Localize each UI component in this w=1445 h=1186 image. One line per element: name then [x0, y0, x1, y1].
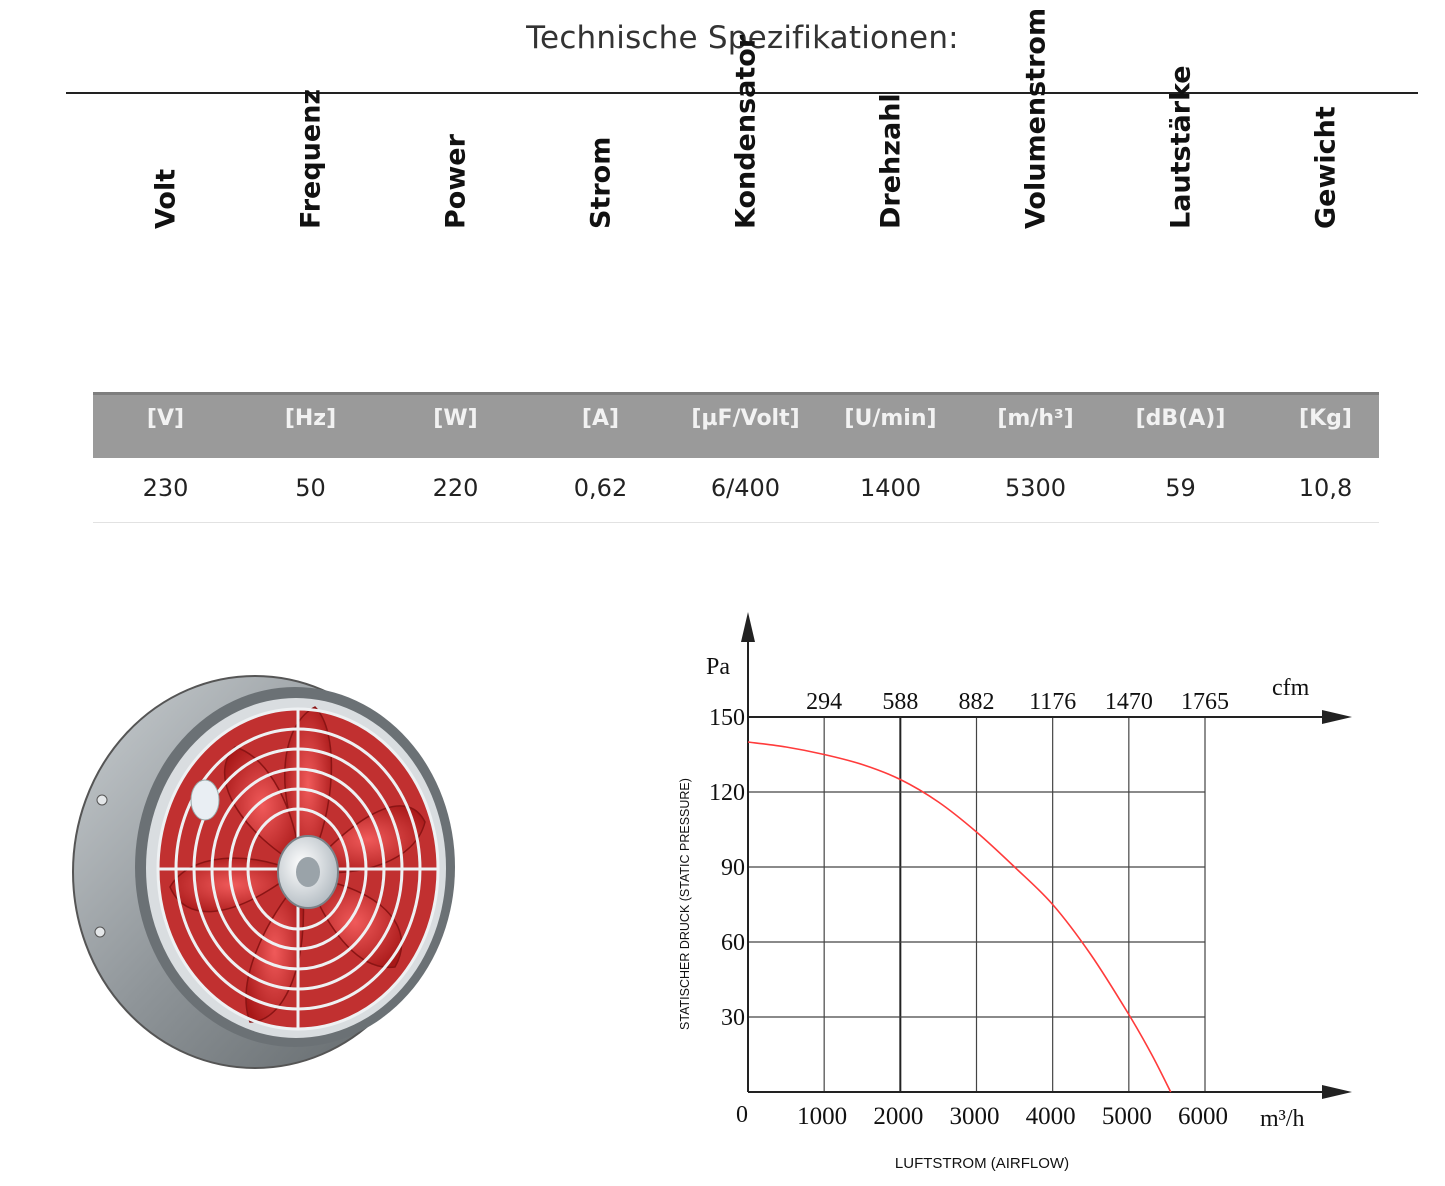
- y-axis-title: STATISCHER DRUCK (STATIC PRESSURE): [678, 778, 692, 1030]
- unit-cell: [W]: [433, 406, 478, 431]
- col-header-lautstaerke: Lautstärke: [1108, 0, 1253, 260]
- col-header-volumenstrom: Volumenstrom: [963, 0, 1108, 260]
- col-header-label: Frequenz: [295, 88, 326, 229]
- page-title: Technische Spezifikationen:: [526, 20, 959, 56]
- x-secondary-tick-label: 1176: [1029, 689, 1076, 715]
- value-cell: 59: [1165, 474, 1196, 502]
- fan-product-image: [72, 675, 455, 1069]
- col-header-label: Volt: [150, 168, 181, 229]
- unit-cell: [V]: [146, 406, 185, 431]
- col-header-label: Lautstärke: [1165, 65, 1196, 229]
- value-cell: 6/400: [710, 474, 781, 502]
- x-secondary-tick-label: 882: [959, 689, 995, 715]
- y-tick-label: 90: [721, 855, 745, 881]
- col-header-label: Drehzahl: [875, 93, 906, 229]
- y-unit-label: Pa: [706, 654, 730, 680]
- series-line: [747, 741, 1172, 1093]
- value-cell: 50: [295, 474, 326, 502]
- unit-cell: [Kg]: [1299, 406, 1352, 431]
- col-header-label: Kondensator: [730, 34, 761, 229]
- unit-cell: [dB(A)]: [1135, 406, 1226, 431]
- origin-label: 0: [736, 1102, 748, 1128]
- value-cell: 0,62: [573, 474, 628, 502]
- x-secondary-unit-label: cfm: [1272, 675, 1310, 701]
- unit-cell: [µF/Volt]: [691, 406, 800, 431]
- x-axis-arrow: [1322, 1085, 1352, 1099]
- col-header-frequenz: Frequenz: [238, 0, 383, 260]
- x-unit-label: m³/h: [1260, 1106, 1305, 1132]
- unit-row-border: [93, 392, 1379, 395]
- chart-grid: [748, 716, 1206, 1092]
- x-tick-label: 3000: [950, 1103, 1000, 1130]
- airflow-pressure-chart: 1000294200058830008824000117650001470600…: [678, 612, 1352, 1172]
- y-tick-label: 150: [709, 705, 745, 731]
- col-header-volt: Volt: [93, 0, 238, 260]
- value-cell: 10,8: [1298, 474, 1353, 502]
- x-secondary-tick-label: 588: [882, 689, 918, 715]
- x-secondary-tick-label: 294: [806, 689, 842, 715]
- x-secondary-tick-label: 1765: [1181, 689, 1229, 715]
- chart-axes: [741, 612, 1352, 1099]
- y-axis-arrow: [741, 612, 755, 642]
- x-secondary-axis-arrow: [1322, 710, 1352, 724]
- title-divider: [66, 92, 1418, 94]
- col-header-power: Power: [383, 0, 528, 260]
- col-header-drehzahl: Drehzahl: [818, 0, 963, 260]
- x-axis-title: LUFTSTROM (AIRFLOW): [895, 1155, 1069, 1172]
- unit-row: [93, 392, 1379, 458]
- value-cell: 1400: [859, 474, 922, 502]
- col-header-strom: Strom: [528, 0, 673, 260]
- unit-cell: [m/h³]: [997, 406, 1074, 431]
- value-cell: 5300: [1004, 474, 1067, 502]
- x-tick-label: 1000: [797, 1103, 847, 1130]
- value-cell: 220: [432, 474, 479, 502]
- y-tick-label: 30: [721, 1005, 745, 1031]
- col-header-label: Gewicht: [1310, 106, 1341, 229]
- y-tick-label: 60: [721, 930, 745, 956]
- table-bottom-border: [93, 522, 1379, 523]
- col-header-label: Strom: [585, 136, 616, 229]
- y-tick-label: 120: [709, 780, 745, 806]
- col-header-kondensator: Kondensator: [673, 0, 818, 260]
- col-header-gewicht: Gewicht: [1253, 0, 1398, 260]
- spec-table: Volt Frequenz Power Strom Kondensator Dr…: [93, 8, 1379, 530]
- unit-cell: [U/min]: [844, 406, 937, 431]
- unit-cell: [A]: [581, 406, 620, 431]
- col-header-label: Power: [440, 134, 471, 229]
- value-cell: 230: [142, 474, 189, 502]
- x-tick-label: 4000: [1026, 1103, 1076, 1130]
- x-tick-label: 6000: [1178, 1103, 1228, 1130]
- x-secondary-tick-label: 1470: [1105, 689, 1153, 715]
- col-header-label: Volumenstrom: [1020, 7, 1051, 229]
- chart-tick-labels: 1000294200058830008824000117650001470600…: [709, 689, 1229, 1130]
- x-tick-label: 5000: [1102, 1103, 1152, 1130]
- unit-cell: [Hz]: [284, 406, 337, 431]
- x-tick-label: 2000: [873, 1103, 923, 1130]
